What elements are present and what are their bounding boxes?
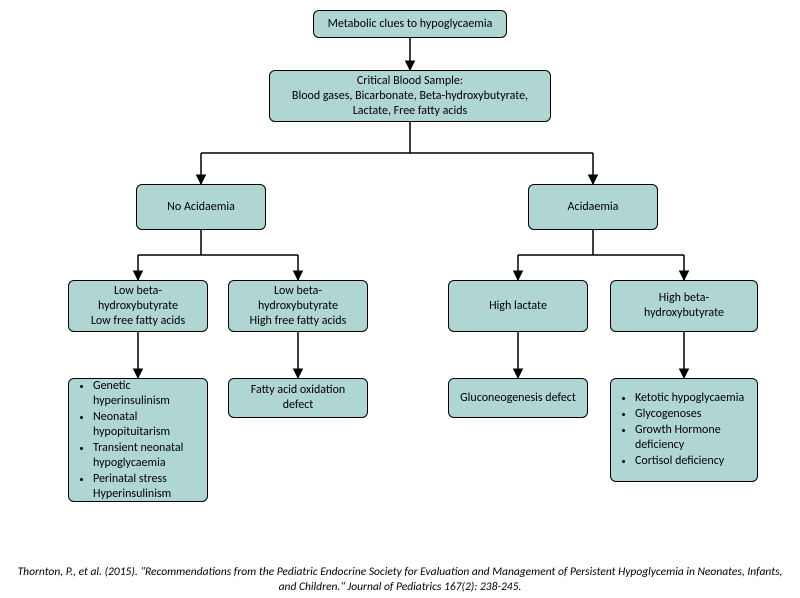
- citation-text: Thornton, P., et al. (2015). "Recommenda…: [10, 565, 790, 594]
- node-out1: Genetic hyperinsulinismNeonatal hypopitu…: [68, 378, 208, 502]
- node-highlac: High lactate: [448, 280, 588, 332]
- node-root: Metabolic clues to hypoglycaemia: [313, 10, 507, 38]
- node-critical: Critical Blood Sample:Blood gases, Bicar…: [269, 70, 551, 122]
- node-lowlow: Low beta-hydroxybutyrateLow free fatty a…: [68, 280, 208, 332]
- node-out2: Fatty acid oxidation defect: [228, 378, 368, 418]
- node-out3: Gluconeogenesis defect: [448, 378, 588, 418]
- node-noacid: No Acidaemia: [136, 184, 266, 230]
- node-acid: Acidaemia: [528, 184, 658, 230]
- node-out4: Ketotic hypoglycaemiaGlycogenosesGrowth …: [610, 378, 758, 482]
- node-lowhigh: Low beta-hydroxybutyrateHigh free fatty …: [228, 280, 368, 332]
- node-highbhb: High beta-hydroxybutyrate: [610, 280, 758, 332]
